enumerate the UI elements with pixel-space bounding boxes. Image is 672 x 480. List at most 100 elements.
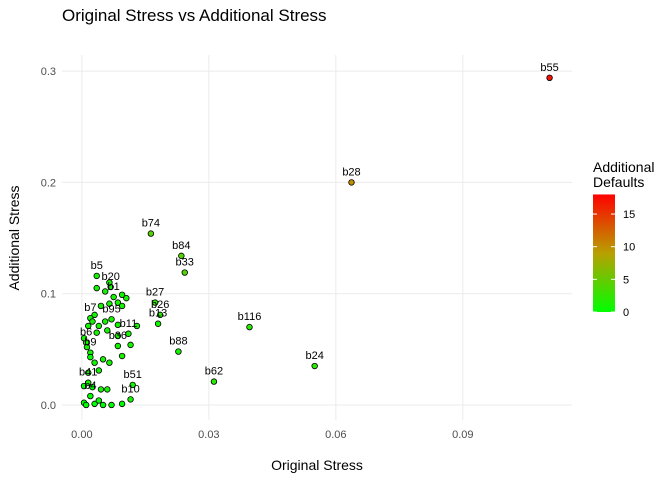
point-label: b1: [108, 281, 120, 293]
point: [97, 302, 105, 310]
point: [93, 284, 100, 292]
point: [106, 359, 113, 366]
point: [80, 335, 88, 342]
point: [114, 342, 122, 350]
point: [178, 252, 185, 260]
point: [99, 401, 107, 409]
point: [118, 400, 126, 408]
point: [129, 381, 136, 389]
chart-title: Original Stress vs Additional Stress: [62, 6, 327, 25]
point-label: b24: [305, 350, 323, 362]
point: [95, 322, 103, 330]
point: [118, 302, 126, 310]
point: [118, 352, 126, 360]
point-label: b116: [238, 311, 262, 323]
point-label: b11: [120, 318, 138, 330]
point-label: b13: [149, 308, 167, 320]
point-label: b10: [121, 383, 139, 395]
point: [127, 341, 134, 349]
x-tick-label: 0.09: [452, 429, 473, 441]
point: [85, 369, 92, 376]
point-label: b41: [79, 367, 97, 379]
point: [89, 383, 96, 391]
point: [123, 294, 130, 302]
y-tick-label: 0.0: [41, 400, 56, 412]
point: [106, 279, 113, 286]
point: [156, 311, 164, 319]
point: [114, 321, 122, 329]
point: [246, 323, 253, 331]
legend-tick-label: 10: [623, 242, 635, 254]
point: [108, 316, 115, 323]
point: [147, 230, 155, 237]
point-label: b20: [101, 271, 119, 283]
point-label: b84: [172, 240, 190, 252]
point: [85, 322, 92, 330]
point-label: b27: [146, 287, 164, 299]
x-tick-label: 0.03: [198, 429, 219, 441]
point: [133, 322, 141, 330]
y-tick-label: 0.2: [41, 177, 56, 189]
point: [125, 330, 132, 337]
point: [91, 359, 98, 366]
point-label: b33: [176, 257, 194, 269]
point-label: b7: [84, 302, 96, 314]
point: [151, 299, 159, 306]
point-label: b4: [84, 380, 96, 392]
point: [93, 272, 100, 280]
point-label: b5: [91, 260, 103, 272]
point: [127, 396, 134, 403]
point: [210, 378, 218, 385]
point: [104, 327, 111, 334]
point: [85, 379, 92, 386]
point: [89, 318, 96, 325]
x-tick-label: 0.00: [71, 429, 92, 441]
point: [118, 291, 126, 299]
point: [91, 311, 98, 319]
point: [97, 386, 105, 393]
point: [93, 329, 100, 336]
point: [106, 300, 113, 307]
point: [110, 293, 117, 301]
point-label: b95: [102, 303, 120, 315]
point: [104, 386, 111, 393]
point-label: b51: [124, 369, 142, 381]
color-bar: [593, 194, 615, 312]
point: [87, 353, 94, 361]
point: [101, 318, 109, 325]
point-label: b28: [342, 166, 360, 178]
point: [114, 299, 122, 306]
point-label: b74: [142, 218, 160, 230]
point: [101, 288, 109, 295]
point: [108, 401, 115, 409]
point-label: b26: [151, 299, 169, 311]
point: [95, 367, 103, 374]
legend-title: Additional Defaults: [593, 159, 655, 190]
point-label: b55: [540, 62, 558, 74]
point: [80, 382, 88, 390]
point-label: b62: [205, 366, 223, 378]
point-label: b6: [80, 327, 92, 339]
point: [95, 397, 103, 404]
point: [87, 392, 94, 400]
legend-tick-label: 5: [623, 274, 629, 286]
y-axis-label: Additional Stress: [6, 185, 22, 290]
point: [154, 320, 162, 327]
legend-tick-label: 15: [623, 209, 635, 221]
point: [83, 343, 91, 351]
point: [175, 348, 182, 355]
point-label: b9: [84, 337, 96, 349]
point: [82, 401, 90, 409]
y-tick-label: 0.3: [41, 66, 56, 78]
legend-tick-label: 0: [623, 307, 629, 319]
point: [91, 400, 98, 408]
x-tick-label: 0.06: [325, 429, 346, 441]
point: [348, 179, 355, 186]
y-tick-label: 0.1: [41, 289, 56, 301]
point: [546, 74, 553, 82]
point: [114, 332, 122, 340]
point: [311, 362, 318, 370]
point-label: b88: [169, 336, 187, 348]
